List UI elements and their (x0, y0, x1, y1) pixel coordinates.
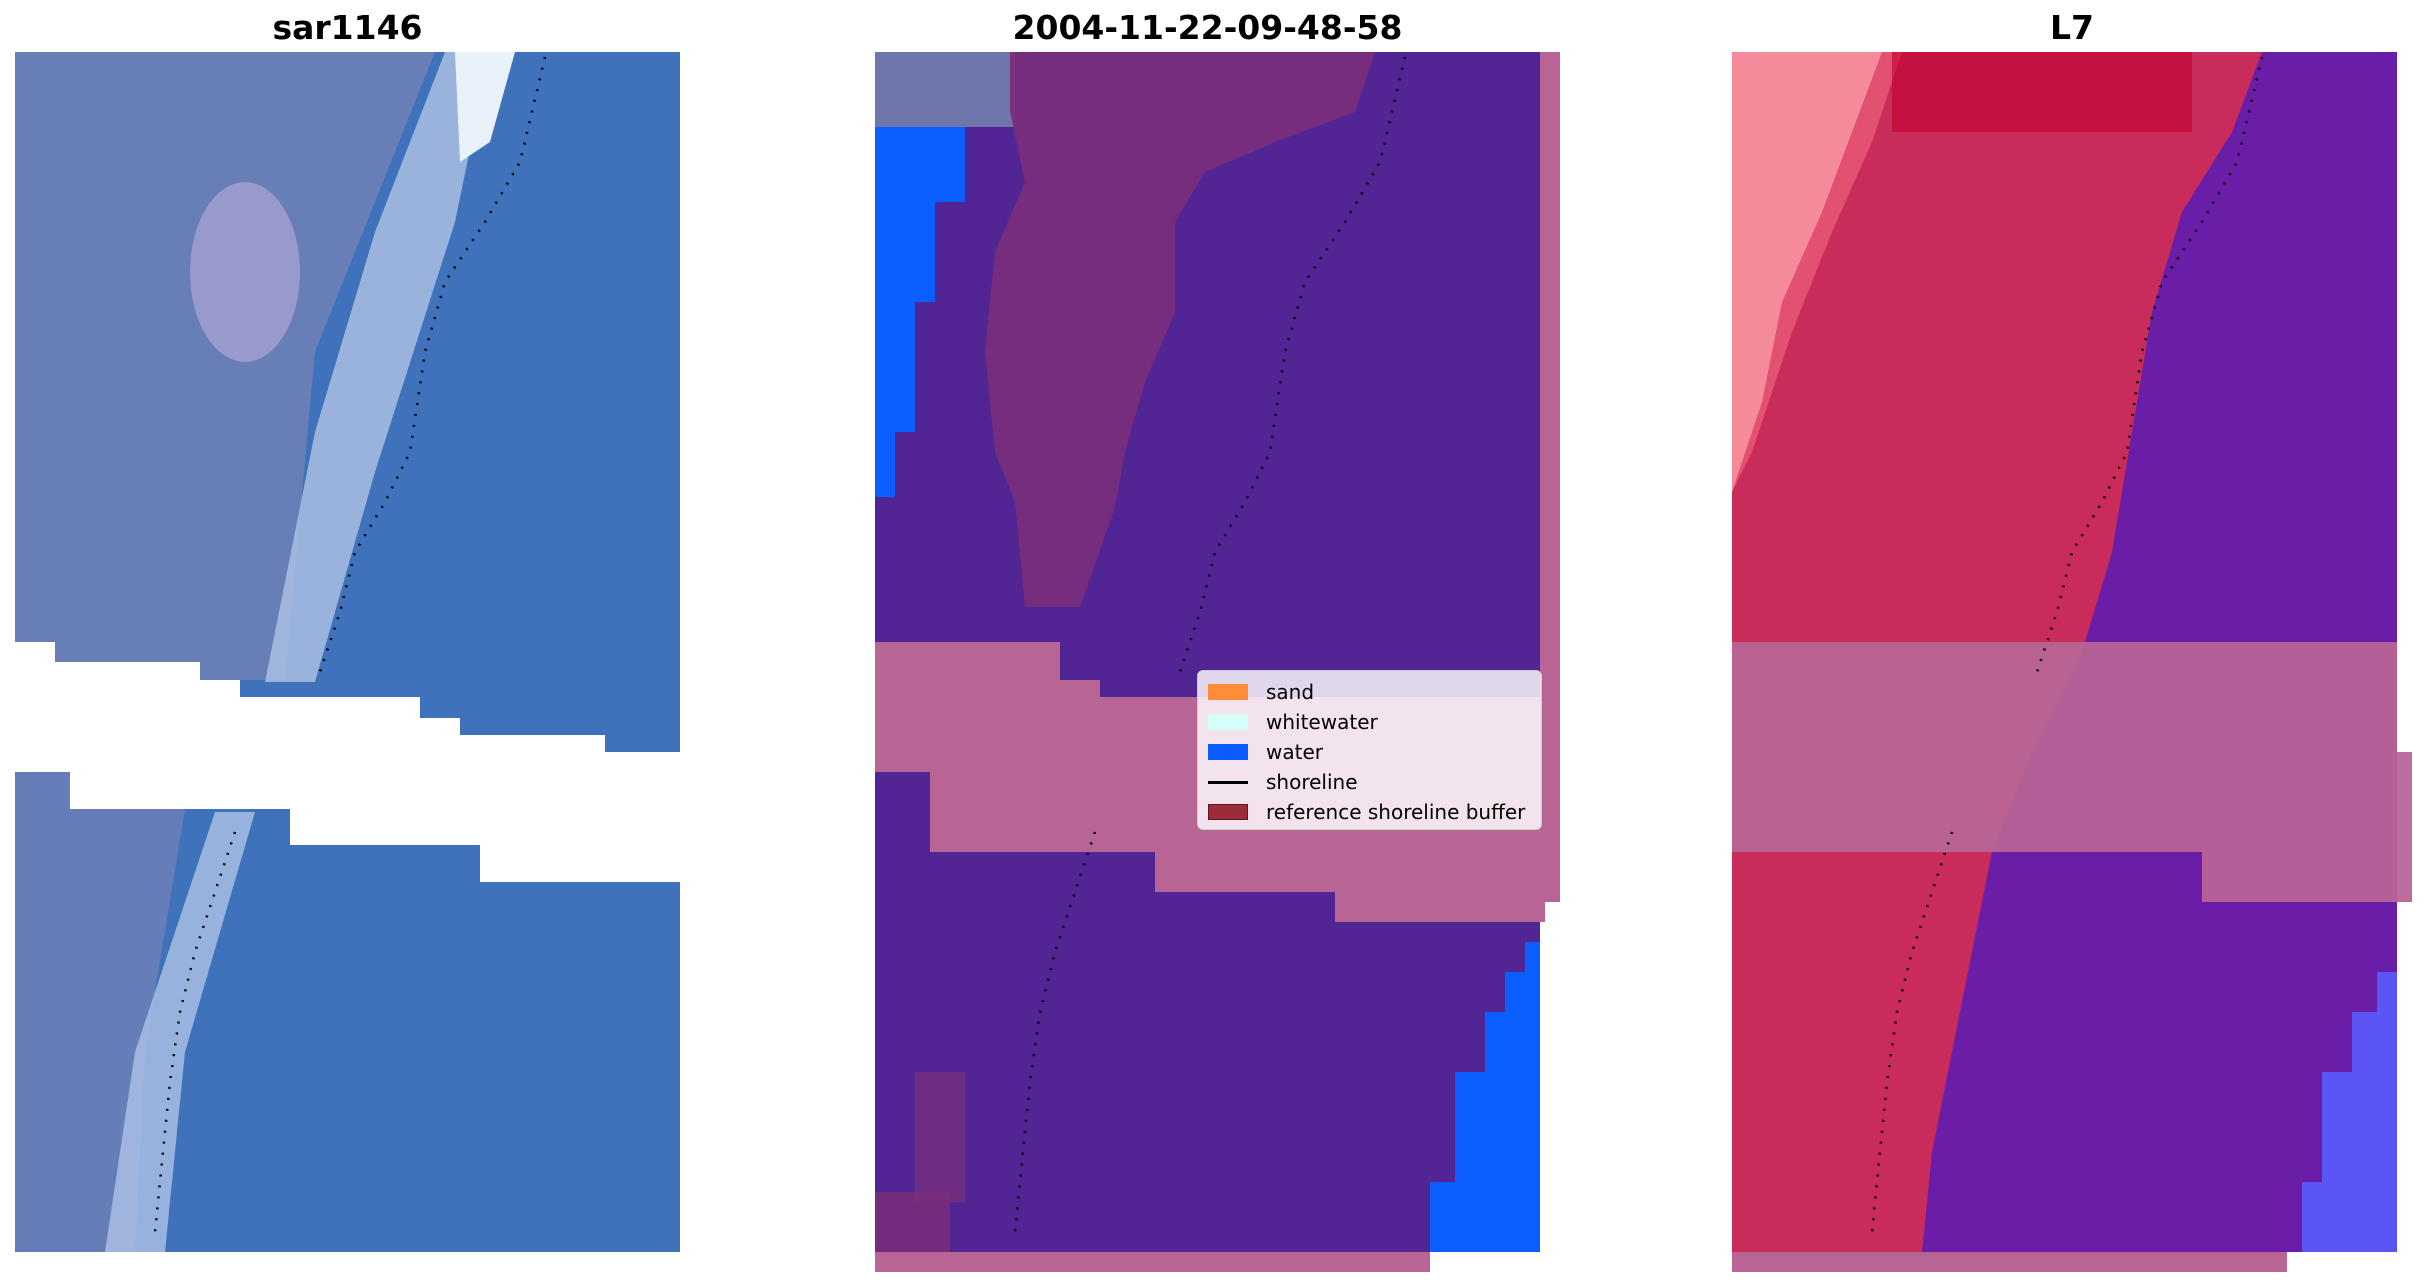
swatch-whitewater (1208, 714, 1248, 730)
shoreline-lower (1013, 831, 1097, 1233)
legend-item-whitewater: whitewater (1208, 707, 1531, 737)
legend: sand whitewater water shoreline referenc… (1197, 670, 1542, 830)
rgb-image (15, 52, 680, 1252)
swatch-shoreline (1208, 780, 1248, 784)
panel-title-rgb: sar1146 (272, 8, 423, 47)
legend-label: water (1266, 740, 1323, 764)
legend-item-water: water (1208, 737, 1531, 767)
swatch-water (1208, 744, 1248, 760)
shoreline-lower (1870, 831, 1954, 1233)
shoreline-lower (153, 831, 237, 1233)
panel-title-index: L7 (2050, 8, 2094, 47)
index-image-panel (1732, 52, 2412, 1272)
legend-item-reference-buffer: reference shoreline buffer (1208, 797, 1531, 827)
panel-title-classified: 2004-11-22-09-48-58 (1012, 8, 1403, 47)
index-image (1732, 52, 2412, 1272)
classified-image-panel (875, 52, 1560, 1272)
legend-label: sand (1266, 680, 1315, 704)
swatch-sand (1208, 684, 1248, 700)
classified-image (875, 52, 1560, 1272)
legend-item-shoreline: shoreline (1208, 767, 1531, 797)
legend-label: shoreline (1266, 770, 1358, 794)
legend-item-sand: sand (1208, 677, 1531, 707)
rgb-image-panel (15, 52, 680, 1252)
swatch-reference-buffer (1208, 804, 1248, 820)
legend-label: whitewater (1266, 710, 1378, 734)
legend-label: reference shoreline buffer (1266, 800, 1526, 824)
